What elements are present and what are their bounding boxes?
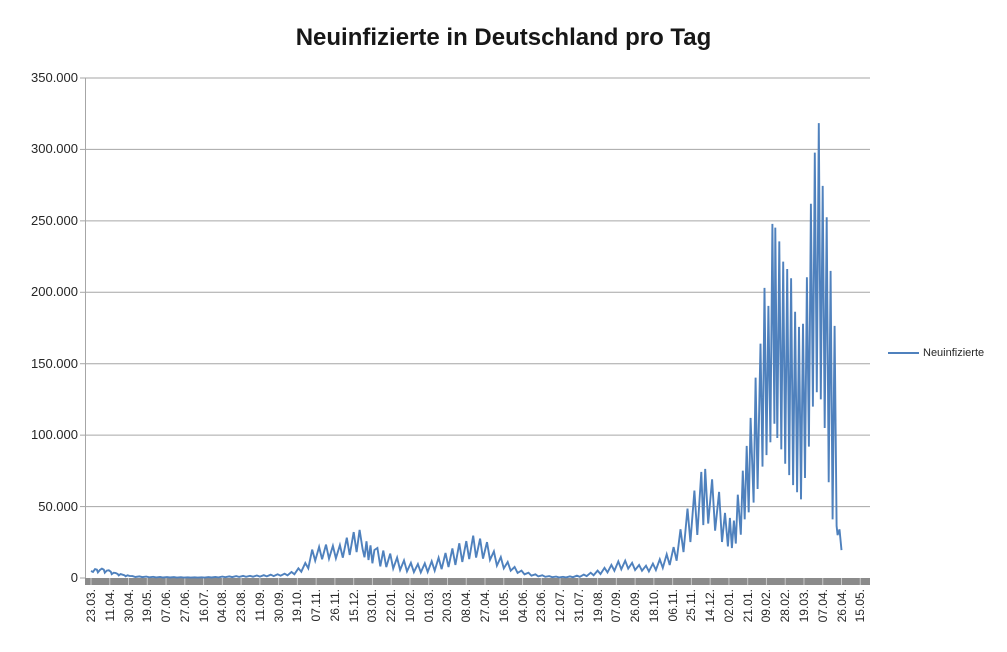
- x-tick-label: 22.01.: [384, 589, 399, 623]
- x-tick-label: 04.08.: [215, 589, 230, 623]
- y-tick-label: 150.000: [31, 355, 78, 371]
- x-tick-label: 15.05.: [853, 589, 868, 623]
- x-tick-label: 28.02.: [778, 589, 793, 623]
- y-tick-label: 200.000: [31, 284, 78, 300]
- x-tick-label: 04.06.: [515, 589, 530, 623]
- x-tick-label: 10.02.: [402, 589, 417, 623]
- x-tick-label: 30.04.: [121, 589, 136, 623]
- x-tick-label: 07.09.: [609, 589, 624, 623]
- y-tick-label: 350.000: [31, 70, 78, 85]
- series-line-neuinfizierte: [90, 123, 843, 579]
- x-tick-label: 06.11.: [665, 589, 680, 622]
- x-tick-label: 25.11.: [684, 589, 699, 622]
- x-tick-label: 20.03.: [440, 589, 455, 623]
- x-tick-label: 31.07.: [571, 589, 586, 623]
- x-tick-label: 02.01.: [721, 589, 736, 623]
- x-tick-label: 07.11.: [309, 589, 324, 622]
- x-tick-label: 26.11.: [327, 589, 342, 622]
- x-tick-label: 14.12.: [703, 589, 718, 623]
- legend-line-swatch: [888, 351, 919, 354]
- x-tick-label: 16.05.: [496, 589, 511, 623]
- y-tick-label: 300.000: [31, 141, 78, 157]
- x-axis-baseline-bar: [85, 578, 870, 585]
- y-tick-label: 250.000: [31, 212, 78, 228]
- x-tick-label: 03.01.: [365, 589, 380, 623]
- x-tick-label: 21.01.: [740, 589, 755, 623]
- legend: Neuinfizierte: [888, 345, 984, 360]
- x-tick-label: 23.08.: [234, 589, 249, 623]
- x-tick-label: 08.04.: [459, 589, 474, 623]
- x-tick-label: 27.04.: [478, 589, 492, 623]
- legend-label: Neuinfizierte: [923, 346, 985, 359]
- x-tick-label: 19.08.: [590, 589, 605, 623]
- y-tick-label: 100.000: [31, 427, 78, 443]
- x-tick-label: 30.09.: [271, 589, 286, 623]
- x-tick-label: 11.04.: [102, 589, 117, 622]
- x-tick-label: 07.06.: [159, 589, 174, 623]
- x-tick-label: 26.09.: [628, 589, 643, 623]
- x-tick-label: 16.07.: [196, 589, 211, 623]
- x-tick-label: 26.04.: [834, 589, 849, 623]
- x-tick-label: 11.09.: [252, 589, 267, 622]
- y-tick-label: 0: [70, 570, 78, 585]
- x-tick-label: 19.03.: [796, 589, 811, 623]
- chart-title: Neuinfizierte in Deutschland pro Tag: [295, 24, 712, 51]
- x-tick-label: 15.12.: [346, 589, 361, 623]
- x-tick-label: 23.03.: [84, 589, 98, 623]
- x-tick-label: 19.10.: [290, 589, 305, 623]
- y-tick-label: 50.000: [38, 498, 78, 514]
- x-tick-label: 01.03.: [421, 589, 436, 623]
- x-tick-label: 07.04.: [815, 589, 830, 623]
- x-tick-label: 23.06.: [534, 589, 549, 623]
- x-tick-label: 27.06.: [177, 589, 192, 623]
- x-tick-label: 09.02.: [759, 589, 774, 623]
- x-tick-label: 18.10.: [646, 589, 661, 623]
- x-tick-label: 12.07.: [553, 589, 568, 623]
- x-tick-label: 19.05.: [140, 589, 155, 623]
